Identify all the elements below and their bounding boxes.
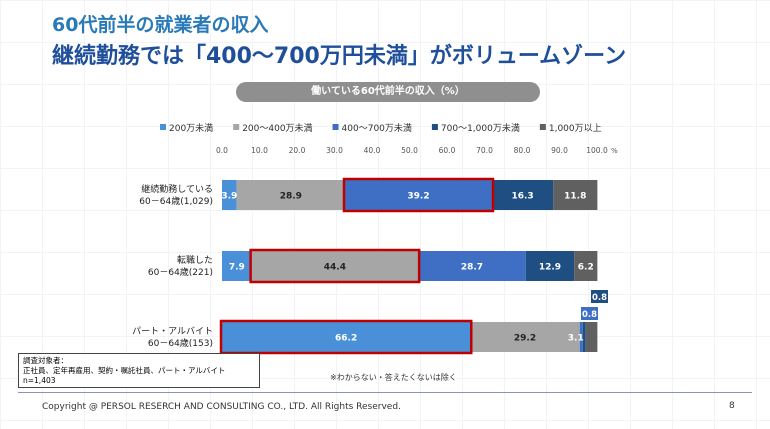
note-line-2: 正社員、定年再雇用、契約・嘱託社員、パート・アルバイト <box>23 366 226 375</box>
bar-segment-r0-s1 <box>236 180 345 210</box>
data-label-r2-s0: 66.2 <box>335 334 357 344</box>
legend-label-2: 400～700万未満 <box>342 122 412 134</box>
bar-segment-r0-s2 <box>345 180 492 210</box>
data-label-r1-s0: 7.9 <box>229 263 245 273</box>
legend-swatch-1 <box>233 124 240 130</box>
bar-segment-r0-s3 <box>492 180 554 210</box>
category-label-2-line2: 60－64歳(153) <box>148 337 213 349</box>
survey-note: 調査対象者： 正社員、定年再雇用、契約・嘱託社員、パート・アルバイト n=1,4… <box>18 353 260 388</box>
category-label-1-line1: 転職した <box>177 255 213 266</box>
tick-label-3: 30.0 <box>326 146 343 155</box>
legend-label-3: 700～1,000万未満 <box>441 122 520 134</box>
tick-label-8: 80.0 <box>514 146 531 155</box>
bar-segment-r1-s4 <box>574 251 598 281</box>
data-label-r1-s3: 12.9 <box>539 263 561 273</box>
tick-label-10: 100.0 <box>586 146 608 155</box>
legend-label-0: 200万未満 <box>169 122 213 134</box>
data-label-r0-s0: 3.9 <box>221 192 237 202</box>
data-label-r1-s2: 28.7 <box>461 263 483 273</box>
tick-label-6: 60.0 <box>439 146 456 155</box>
data-label-r1-s1: 44.4 <box>324 263 346 273</box>
legend-swatch-3 <box>431 124 438 130</box>
bar-segment-r0-s4 <box>553 180 598 210</box>
bar-segment-r1-s0 <box>222 251 252 281</box>
legend-swatch-0 <box>160 124 166 130</box>
bar-segment-r2-s1 <box>470 322 580 352</box>
tick-label-5: 50.0 <box>401 146 418 155</box>
note-line-1: 調査対象者： <box>23 356 68 365</box>
tick-label-0: 0.0 <box>216 146 228 155</box>
callout-box-r2-s3 <box>591 290 608 303</box>
tick-label-9: 90.0 <box>551 146 568 155</box>
category-label-0-line2: 60－64歳(1,029) <box>139 195 213 207</box>
legend-label-1: 200～400万未満 <box>242 122 312 134</box>
bar-segment-r2-s0 <box>222 322 471 352</box>
axis-unit-label: % <box>611 147 618 155</box>
category-label-0-line1: 継続勤務している <box>141 183 213 195</box>
page-number: 8 <box>729 401 735 411</box>
tick-label-1: 10.0 <box>251 146 268 155</box>
bar-segment-r2-s2 <box>579 322 583 352</box>
legend-swatch-2 <box>332 124 339 130</box>
page-subtitle: 継続勤務では「400～700万円未満」がボリュームゾーン <box>52 44 627 69</box>
bar-segment-r1-s2 <box>418 251 526 281</box>
tick-label-2: 20.0 <box>289 146 306 155</box>
data-label-r2-s2: 0.8 <box>582 310 597 320</box>
copyright-text: Copyright @ PERSOL RESERCH AND CONSULTIN… <box>42 402 401 412</box>
legend-label-4: 1,000万以上 <box>549 123 602 134</box>
data-label-r2-s4: 3.1 <box>568 334 584 344</box>
category-label-2-line1: パート・アルバイト <box>132 326 213 337</box>
callout-box-r2-s2 <box>581 307 598 320</box>
bar-segment-r2-s3 <box>582 322 586 352</box>
legend-swatch-4 <box>539 124 546 130</box>
highlight-box-0 <box>342 177 495 213</box>
data-label-r0-s2: 39.2 <box>407 192 429 202</box>
data-label-r0-s1: 28.9 <box>280 192 302 202</box>
tick-label-4: 40.0 <box>364 146 381 155</box>
data-label-r0-s4: 11.8 <box>564 192 586 202</box>
bar-segment-r2-s4 <box>585 322 598 352</box>
highlight-box-2 <box>219 319 473 355</box>
data-label-r2-s1: 29.2 <box>514 334 536 344</box>
tick-label-7: 70.0 <box>476 146 493 155</box>
bar-segment-r0-s0 <box>222 180 237 210</box>
data-label-r1-s4: 6.2 <box>578 263 594 273</box>
footer-divider <box>18 392 752 393</box>
note-line-3: n=1,403 <box>23 376 56 385</box>
data-label-r0-s3: 16.3 <box>511 192 533 202</box>
data-label-r2-s3: 0.8 <box>592 293 607 303</box>
page-title: 60代前半の就業者の収入 <box>52 14 269 36</box>
chart-title: 働いている60代前半の収入（%） <box>236 82 540 102</box>
bar-segment-r1-s3 <box>525 251 575 281</box>
category-label-1-line2: 60－64歳(221) <box>148 266 213 278</box>
chart-footnote: ※わからない・答えたくないは除く <box>330 372 457 382</box>
highlight-box-1 <box>249 248 421 284</box>
bar-segment-r1-s1 <box>251 251 419 281</box>
